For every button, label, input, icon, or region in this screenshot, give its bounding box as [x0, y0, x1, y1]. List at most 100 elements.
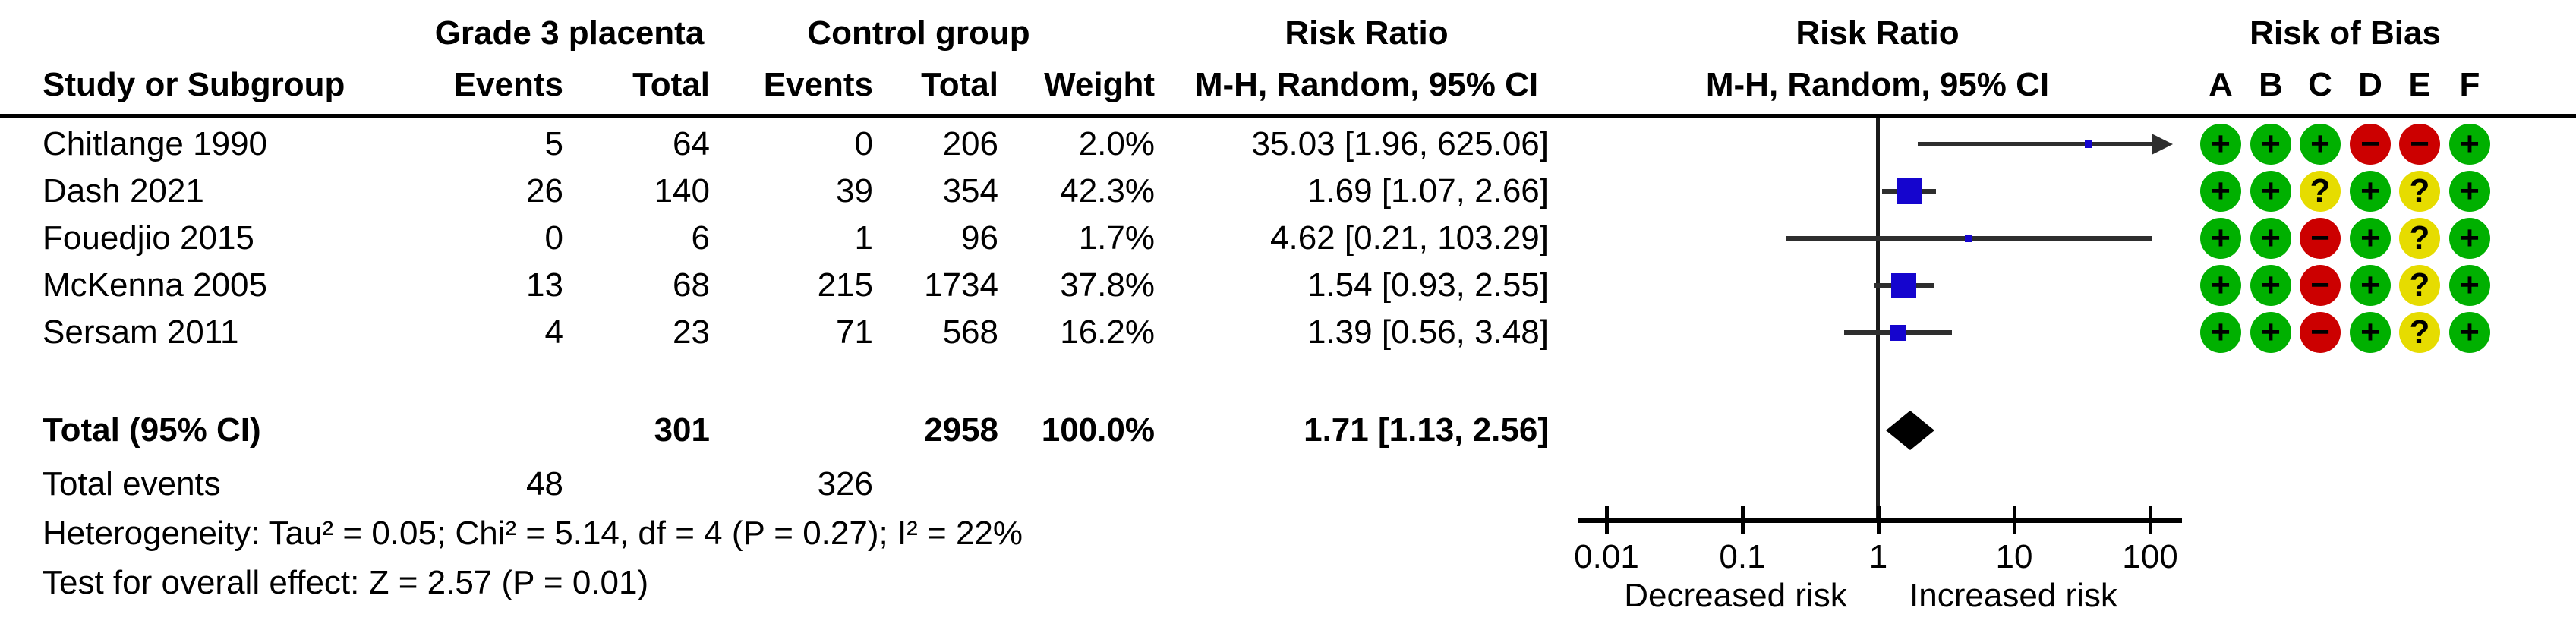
effect-square	[1890, 325, 1906, 341]
events-ctrl-cell: 0	[854, 125, 873, 162]
weight-cell: 16.2%	[1060, 313, 1155, 351]
rob-judgement-circle: ?	[2300, 171, 2341, 212]
rob-judgement-circle: −	[2300, 218, 2341, 259]
events-ctrl-cell: 71	[836, 313, 873, 351]
axis-tick	[1605, 506, 1609, 534]
rob-judgement-circle: +	[2350, 265, 2391, 306]
ci-arrow-right	[2152, 134, 2173, 155]
rob-col-letter: C	[2308, 66, 2332, 103]
rob-col-letter: A	[2209, 66, 2233, 103]
rr-ci-text-cell: 1.69 [1.07, 2.66]	[1307, 172, 1549, 209]
weight-cell: 42.3%	[1060, 172, 1155, 209]
rob-judgement-circle: +	[2449, 312, 2490, 353]
total-weight-cell: 100.0%	[1041, 411, 1155, 449]
rob-judgement-circle: +	[2200, 312, 2241, 353]
events-exp-cell: 0	[544, 219, 563, 257]
rr-ci-text-cell: 1.39 [0.56, 3.48]	[1307, 313, 1549, 351]
risk-ratio-column-title: Risk Ratio	[1285, 14, 1449, 52]
total-ctrl-cell: 1734	[924, 266, 998, 304]
total-exp-header: Total	[632, 66, 710, 103]
header-divider-rule	[0, 114, 2576, 118]
rob-col-letter: D	[2358, 66, 2382, 103]
total-ctrl-cell: 96	[961, 219, 998, 257]
rr-method-plot-header: M-H, Random, 95% CI	[1705, 66, 2050, 103]
rob-judgement-circle: +	[2250, 171, 2291, 212]
rob-judgement-circle: +	[2200, 218, 2241, 259]
total-ctrl-sum-cell: 2958	[924, 411, 998, 449]
rob-col-letter: E	[2408, 66, 2431, 103]
summary-diamond	[1886, 411, 1934, 450]
effect-square	[2085, 140, 2092, 148]
study-name: Fouedjio 2015	[43, 219, 254, 257]
rob-col-letter: F	[2459, 66, 2480, 103]
rob-judgement-circle: ?	[2399, 265, 2440, 306]
total-events-ctrl-cell: 326	[817, 465, 873, 502]
rr-ci-text-cell: 4.62 [0.21, 103.29]	[1270, 219, 1549, 257]
total-exp-cell: 23	[673, 313, 710, 351]
rob-judgement-circle: +	[2250, 312, 2291, 353]
total-exp-cell: 6	[691, 219, 710, 257]
total-ctrl-cell: 354	[942, 172, 998, 209]
column-group-experimental: Grade 3 placenta	[434, 14, 705, 52]
axis-tick	[2149, 506, 2152, 534]
rob-judgement-circle: +	[2200, 265, 2241, 306]
axis-right-direction-label: Increased risk	[1909, 577, 2117, 614]
rob-judgement-circle: −	[2300, 312, 2341, 353]
rob-col-letter: B	[2259, 66, 2283, 103]
rob-judgement-circle: ?	[2399, 171, 2440, 212]
axis-left-direction-label: Decreased risk	[1624, 577, 1847, 614]
rob-judgement-circle: +	[2449, 218, 2490, 259]
events-ctrl-header: Events	[763, 66, 873, 103]
rr-method-column-header: M-H, Random, 95% CI	[1194, 66, 1539, 103]
events-exp-cell: 4	[544, 313, 563, 351]
total-ctrl-cell: 568	[942, 313, 998, 351]
total-exp-cell: 64	[673, 125, 710, 162]
rob-judgement-circle: +	[2449, 265, 2490, 306]
weight-cell: 1.7%	[1078, 219, 1155, 257]
column-group-control: Control group	[807, 14, 1030, 52]
axis-tick-label: 10	[1995, 538, 2033, 575]
total-ctrl-header: Total	[921, 66, 998, 103]
risk-of-bias-title: Risk of Bias	[2250, 14, 2441, 52]
overall-effect-stats-line: Test for overall effect: Z = 2.57 (P = 0…	[43, 564, 649, 601]
total-events-exp-cell: 48	[526, 465, 563, 502]
events-ctrl-cell: 215	[817, 266, 873, 304]
axis-tick	[2013, 506, 2016, 534]
total-events-label: Total events	[43, 465, 221, 502]
rob-judgement-circle: +	[2449, 171, 2490, 212]
rob-judgement-circle: +	[2200, 171, 2241, 212]
rob-judgement-circle: +	[2350, 312, 2391, 353]
effect-square	[1965, 235, 1972, 242]
study-name: Chitlange 1990	[43, 125, 268, 162]
weight-cell: 2.0%	[1078, 125, 1155, 162]
rob-judgement-circle: −	[2300, 265, 2341, 306]
rob-judgement-circle: +	[2350, 171, 2391, 212]
total-exp-sum-cell: 301	[654, 411, 710, 449]
axis-tick-label: 0.1	[1719, 538, 1766, 575]
rob-judgement-circle: −	[2399, 124, 2440, 165]
axis-tick-label: 0.01	[1574, 538, 1639, 575]
events-exp-cell: 13	[526, 266, 563, 304]
axis-tick-label: 100	[2122, 538, 2178, 575]
total-exp-cell: 140	[654, 172, 710, 209]
total-rr-ci-cell: 1.71 [1.13, 2.56]	[1304, 411, 1549, 449]
rob-judgement-circle: +	[2350, 218, 2391, 259]
plot-null-line	[1876, 118, 1880, 521]
rob-judgement-circle: +	[2449, 124, 2490, 165]
rr-ci-text-cell: 35.03 [1.96, 625.06]	[1251, 125, 1549, 162]
total-row-label: Total (95% CI)	[43, 411, 261, 449]
rob-judgement-circle: ?	[2399, 218, 2440, 259]
axis-tick	[1877, 506, 1881, 534]
study-name: Sersam 2011	[43, 313, 239, 351]
heterogeneity-stats-line: Heterogeneity: Tau² = 0.05; Chi² = 5.14,…	[43, 515, 1023, 552]
events-ctrl-cell: 1	[854, 219, 873, 257]
rob-judgement-circle: +	[2250, 265, 2291, 306]
total-ctrl-cell: 206	[942, 125, 998, 162]
axis-tick	[1741, 506, 1745, 534]
rob-judgement-circle: +	[2200, 124, 2241, 165]
ci-line	[1918, 142, 2153, 146]
study-name: McKenna 2005	[43, 266, 267, 304]
rr-ci-text-cell: 1.54 [0.93, 2.55]	[1307, 266, 1549, 304]
events-exp-header: Events	[453, 66, 563, 103]
